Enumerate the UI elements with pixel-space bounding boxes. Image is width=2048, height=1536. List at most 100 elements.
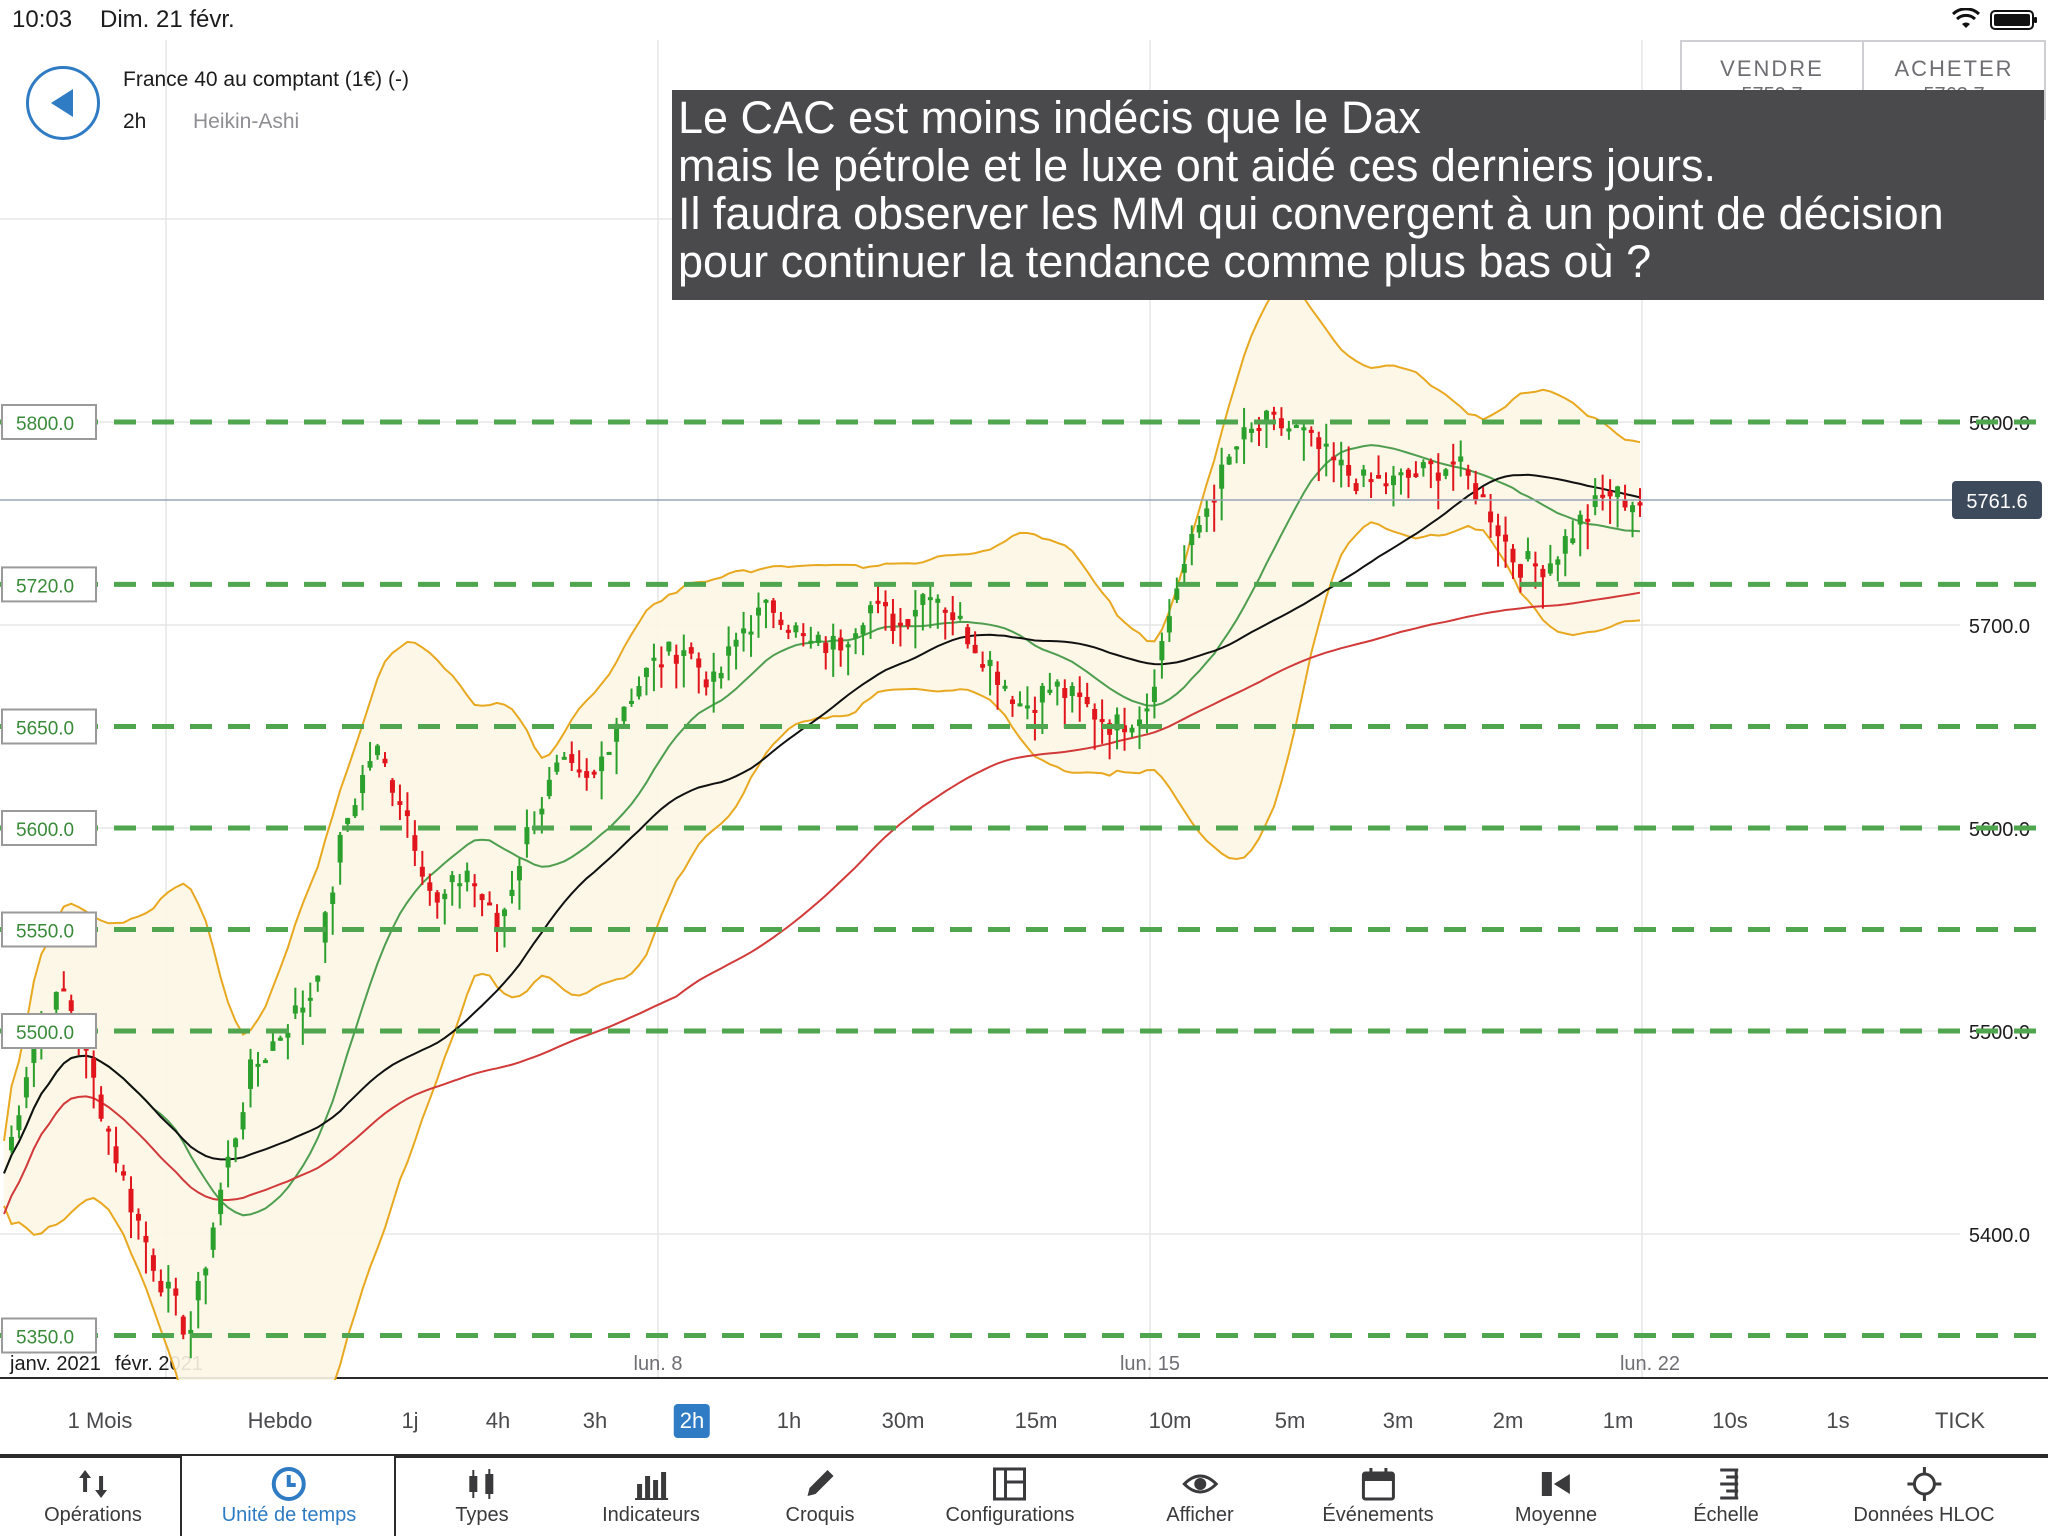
timeframe-option[interactable]: 1s (1826, 1408, 1850, 1433)
timeframe-option[interactable]: 1h (776, 1408, 802, 1433)
current-price-tag (1952, 481, 2042, 519)
candle-body (158, 1280, 164, 1293)
candle-body (464, 870, 470, 883)
price-chart[interactable]: 5900.05800.05700.05600.05500.05400.0janv… (0, 40, 2048, 1380)
toolbar-calendar-button[interactable]: Événements (1322, 1456, 1434, 1536)
candle-body (1465, 469, 1471, 476)
candle-body (1166, 616, 1172, 633)
candle-body (1383, 483, 1389, 487)
candle-body (1510, 548, 1516, 563)
timeframe-option[interactable]: 2h (673, 1404, 711, 1438)
candle-body (1390, 475, 1396, 486)
timeframe-option[interactable]: 3m (1382, 1408, 1414, 1433)
toolbar-label: Configurations (945, 1504, 1075, 1526)
candle-body (666, 641, 672, 652)
candle-body (980, 664, 986, 668)
candle-body (412, 835, 418, 851)
candle-body (397, 801, 403, 805)
timeframe-option[interactable]: 4h (485, 1408, 511, 1433)
candle-body (1256, 428, 1262, 432)
toolbar-pencil-button[interactable]: Croquis (785, 1456, 855, 1536)
level-label: 5650.0 (16, 719, 74, 740)
timeframe-option[interactable]: 1j (401, 1408, 419, 1433)
timeframe-option[interactable]: 3h (582, 1408, 608, 1433)
candle-body (1577, 514, 1583, 525)
candle-body (1129, 727, 1135, 733)
candle-body (793, 625, 799, 633)
candle-body (800, 633, 806, 637)
timeframe-option[interactable]: Hebdo (247, 1408, 313, 1433)
candle-body (262, 1060, 268, 1064)
toolbar-eye-button[interactable]: Afficher (1166, 1456, 1234, 1536)
candle-body (143, 1235, 149, 1243)
toolbar-candles-button[interactable]: Types (455, 1456, 509, 1536)
timeframe-option[interactable]: 10m (1148, 1408, 1192, 1433)
candle-body (569, 754, 575, 763)
toolbar-crosshair-button[interactable]: Données HLOC (1853, 1456, 1995, 1536)
toolbar-layout-button[interactable]: Configurations (945, 1456, 1075, 1536)
candle-body (210, 1227, 216, 1250)
candle-body (1196, 525, 1202, 533)
toolbar-scale-button[interactable]: Échelle (1693, 1456, 1759, 1536)
candle-body (1159, 641, 1165, 661)
candle-body (1024, 705, 1030, 709)
candle-body (83, 1047, 89, 1051)
toolbar-arrows-updown-button[interactable]: Opérations (44, 1456, 142, 1536)
candle-body (741, 628, 747, 634)
level-label: 5800.0 (16, 414, 74, 435)
timeframe-option[interactable]: 2m (1492, 1408, 1524, 1433)
back-button[interactable] (26, 66, 100, 140)
timeframe-option[interactable]: 1m (1602, 1408, 1634, 1433)
candle-body (1637, 502, 1643, 506)
candle-body (1219, 464, 1225, 489)
candle-body (434, 892, 440, 903)
candle-body (785, 629, 791, 633)
candle-body (1301, 427, 1307, 431)
layout-icon (993, 1467, 1027, 1501)
candle-body (733, 639, 739, 647)
candle-body (330, 892, 336, 904)
toolbar-label: Croquis (785, 1504, 855, 1526)
timeframe-option[interactable]: 1 Mois (67, 1408, 133, 1433)
tab-divider (180, 1456, 182, 1536)
candle-body (1323, 443, 1329, 447)
candle-body (770, 600, 776, 613)
timeframe-option[interactable]: 30m (881, 1408, 925, 1433)
candle-body (1585, 518, 1591, 522)
timeframe-option[interactable]: 5m (1274, 1408, 1306, 1433)
candle-body (868, 605, 874, 614)
candle-body (830, 635, 836, 650)
candle-body (1092, 709, 1098, 720)
timeframe-option[interactable]: 15m (1014, 1408, 1058, 1433)
candle-body (935, 598, 941, 603)
toolbar-label: Unité de temps (221, 1504, 357, 1526)
candle-body (711, 671, 717, 682)
candle-body (1144, 708, 1150, 712)
x-tick-label: lun. 8 (634, 1353, 683, 1375)
candle-body (1278, 418, 1284, 429)
toolbar-label: Échelle (1693, 1504, 1759, 1526)
candle-body (1517, 564, 1523, 578)
candle-body (195, 1281, 201, 1301)
candle-body (1077, 692, 1083, 697)
candle-body (1532, 563, 1538, 567)
candle-body (1136, 719, 1142, 727)
candle-body (591, 771, 597, 775)
timeframe-option[interactable]: 10s (1712, 1408, 1748, 1433)
candle-body (1122, 725, 1128, 733)
toolbar-bars-button[interactable]: Indicateurs (602, 1456, 700, 1536)
level-label-box (1, 404, 97, 440)
y-tick-label: 5700.0 (1969, 616, 2030, 638)
toolbar-label: Moyenne (1514, 1504, 1598, 1526)
toolbar-clock-button[interactable]: Unité de temps (221, 1456, 357, 1536)
timeframe-option[interactable]: TICK (1934, 1408, 1986, 1433)
toolbar-average-button[interactable]: Moyenne (1515, 1456, 1597, 1536)
candle-body (449, 875, 455, 883)
annotation-line: Le CAC est moins indécis que le Dax (678, 92, 1421, 143)
candle-body (225, 1156, 231, 1168)
candle-body (277, 1037, 283, 1041)
candle-body (1525, 551, 1531, 560)
candle-body (815, 634, 821, 644)
annotation-note[interactable]: Le CAC est moins indécis que le Dax mais… (672, 90, 2044, 300)
candle-body (135, 1213, 141, 1221)
